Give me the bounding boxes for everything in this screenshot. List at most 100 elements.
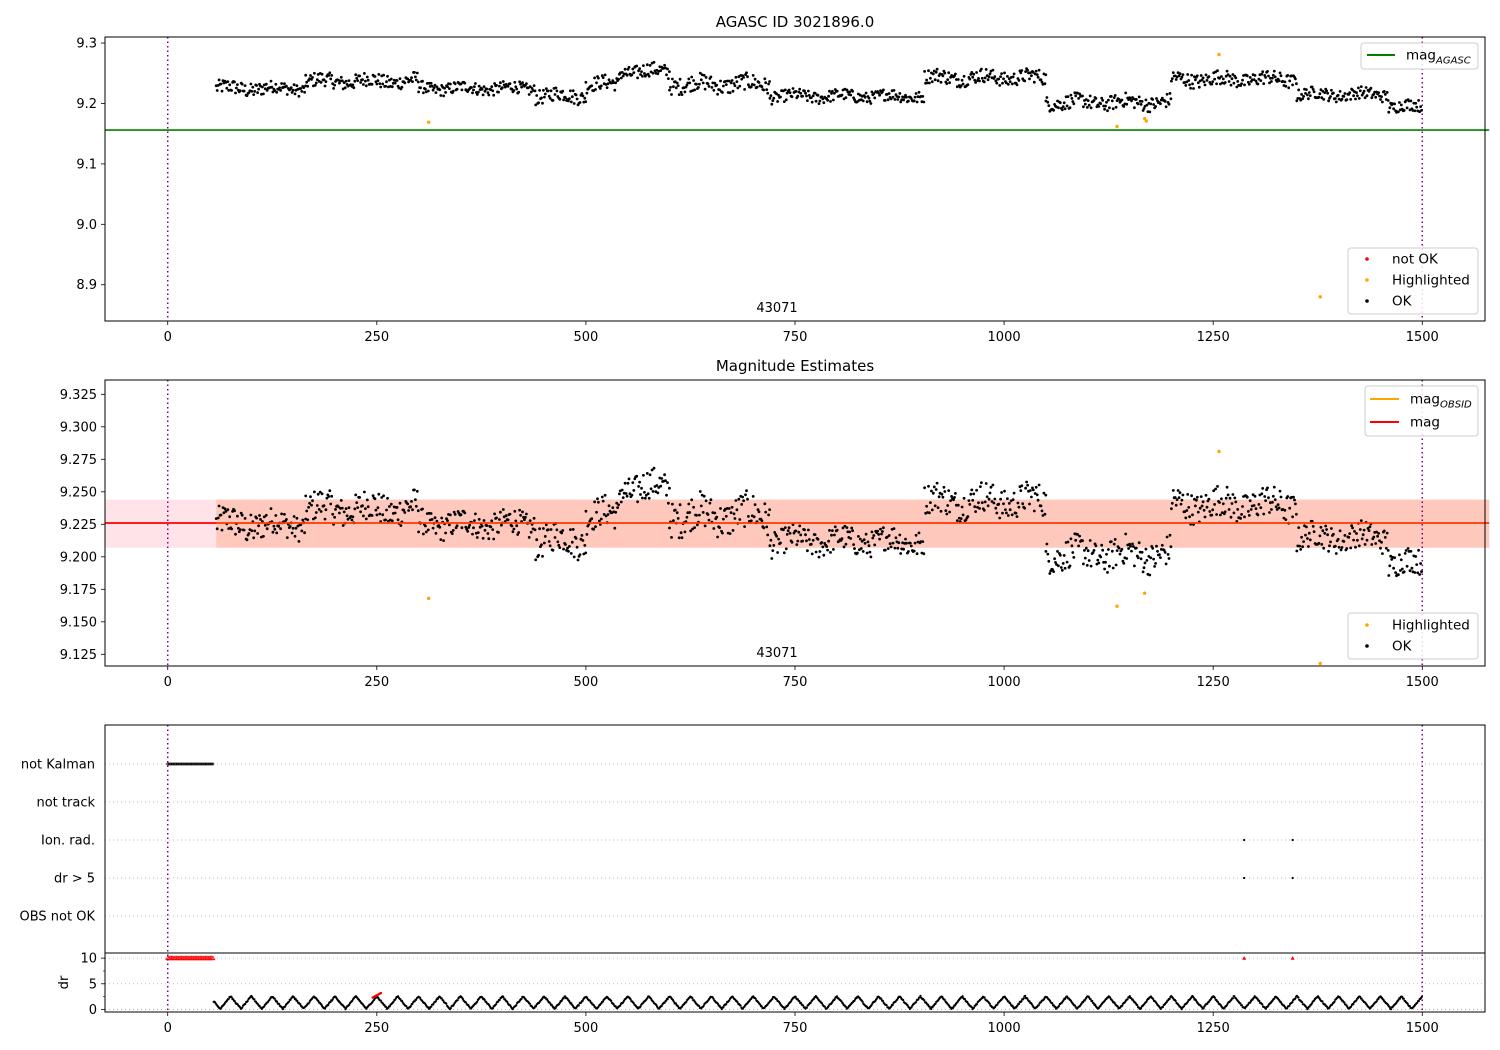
ok-point <box>370 514 374 517</box>
ok-point <box>540 543 543 547</box>
ok-point <box>943 490 947 493</box>
ok-point <box>1109 95 1113 98</box>
panel1-title: AGASC ID 3021896.0 <box>716 13 875 31</box>
ok-point <box>580 534 584 537</box>
ok-point <box>237 530 241 534</box>
dr-point <box>1343 1001 1346 1004</box>
ok-point <box>867 96 871 100</box>
ok-point <box>272 524 276 528</box>
dr-point <box>449 1007 452 1010</box>
ok-point <box>656 491 660 495</box>
ok-point <box>319 81 323 84</box>
ok-point <box>561 529 565 532</box>
ok-point <box>1220 75 1223 78</box>
ok-point <box>1191 82 1194 86</box>
ok-point <box>765 525 769 529</box>
ok-point <box>255 516 258 520</box>
ok-point <box>923 70 926 73</box>
ok-point <box>990 500 994 503</box>
x-tick-label: 0 <box>164 330 172 345</box>
dr-point <box>1161 1005 1164 1009</box>
ok-point <box>1271 494 1275 498</box>
dr-point <box>771 997 774 1001</box>
ok-point <box>930 80 934 84</box>
ok-point <box>1252 504 1256 507</box>
ok-point <box>848 530 852 534</box>
ok-point <box>829 551 832 554</box>
ok-point <box>1169 545 1173 549</box>
ok-point <box>1239 517 1242 520</box>
ok-point <box>1362 528 1366 532</box>
ok-point <box>564 96 567 100</box>
ok-point <box>1295 82 1298 86</box>
x-tick-label: 750 <box>783 330 808 345</box>
ok-point <box>1224 496 1228 500</box>
ok-point <box>794 90 798 93</box>
ok-point <box>869 102 873 105</box>
ok-point <box>433 83 437 87</box>
legend-frame <box>1347 247 1479 315</box>
ok-point <box>1059 566 1063 569</box>
ok-point <box>1194 78 1197 82</box>
ok-point <box>1185 509 1189 512</box>
ok-point <box>721 91 724 94</box>
ok-point <box>821 545 825 549</box>
ok-point <box>1360 537 1364 541</box>
ok-point <box>988 491 992 495</box>
ok-point <box>1042 491 1046 495</box>
legend-label: OK <box>1392 294 1413 310</box>
ok-point <box>1031 71 1035 74</box>
ok-point <box>1201 500 1205 504</box>
flag-point <box>1291 876 1294 880</box>
dr-point <box>528 1002 532 1005</box>
flag-point <box>173 762 177 766</box>
dr-point <box>434 1000 437 1003</box>
ok-point <box>223 507 227 511</box>
ok-point <box>740 503 744 506</box>
ok-point <box>983 76 987 80</box>
ok-point <box>921 540 925 543</box>
ok-point <box>594 525 597 529</box>
ok-point <box>1216 69 1219 73</box>
ok-point <box>333 515 336 519</box>
ok-point <box>1368 525 1372 529</box>
ok-point <box>225 86 229 90</box>
ok-point <box>1398 553 1401 557</box>
ok-point <box>1287 86 1291 90</box>
ok-point <box>621 74 625 78</box>
ok-point <box>698 71 702 75</box>
ok-point <box>514 519 518 523</box>
ok-point <box>535 94 539 97</box>
dr-y-tick-label: 0 <box>89 1003 97 1018</box>
ok-point <box>1330 527 1333 530</box>
ok-point <box>606 82 610 86</box>
ok-point <box>1019 71 1023 75</box>
ok-point <box>1141 570 1145 574</box>
dr-point <box>934 1002 937 1005</box>
ok-point <box>617 503 620 507</box>
ok-point <box>972 492 976 496</box>
ok-point <box>1019 489 1023 492</box>
dr-point <box>1417 999 1420 1003</box>
dr-point <box>660 1005 663 1008</box>
ok-point <box>651 490 655 493</box>
ok-point <box>291 88 295 92</box>
dr-point <box>1408 1005 1411 1008</box>
ok-point <box>329 77 333 81</box>
ok-point <box>1017 79 1021 82</box>
ok-point <box>619 76 623 80</box>
ok-point <box>888 542 892 546</box>
ok-point <box>1310 519 1314 523</box>
ok-point <box>1176 489 1180 492</box>
ok-point <box>1369 86 1373 90</box>
ok-point <box>946 78 950 81</box>
ok-point <box>307 505 310 509</box>
ok-point <box>915 552 919 556</box>
ok-point <box>1300 535 1303 539</box>
ok-point <box>362 514 365 518</box>
highlighted-point <box>1144 119 1148 123</box>
ok-point <box>344 79 348 83</box>
ok-point <box>730 79 734 82</box>
dr-point <box>1350 1005 1353 1008</box>
ok-point <box>1105 100 1108 104</box>
